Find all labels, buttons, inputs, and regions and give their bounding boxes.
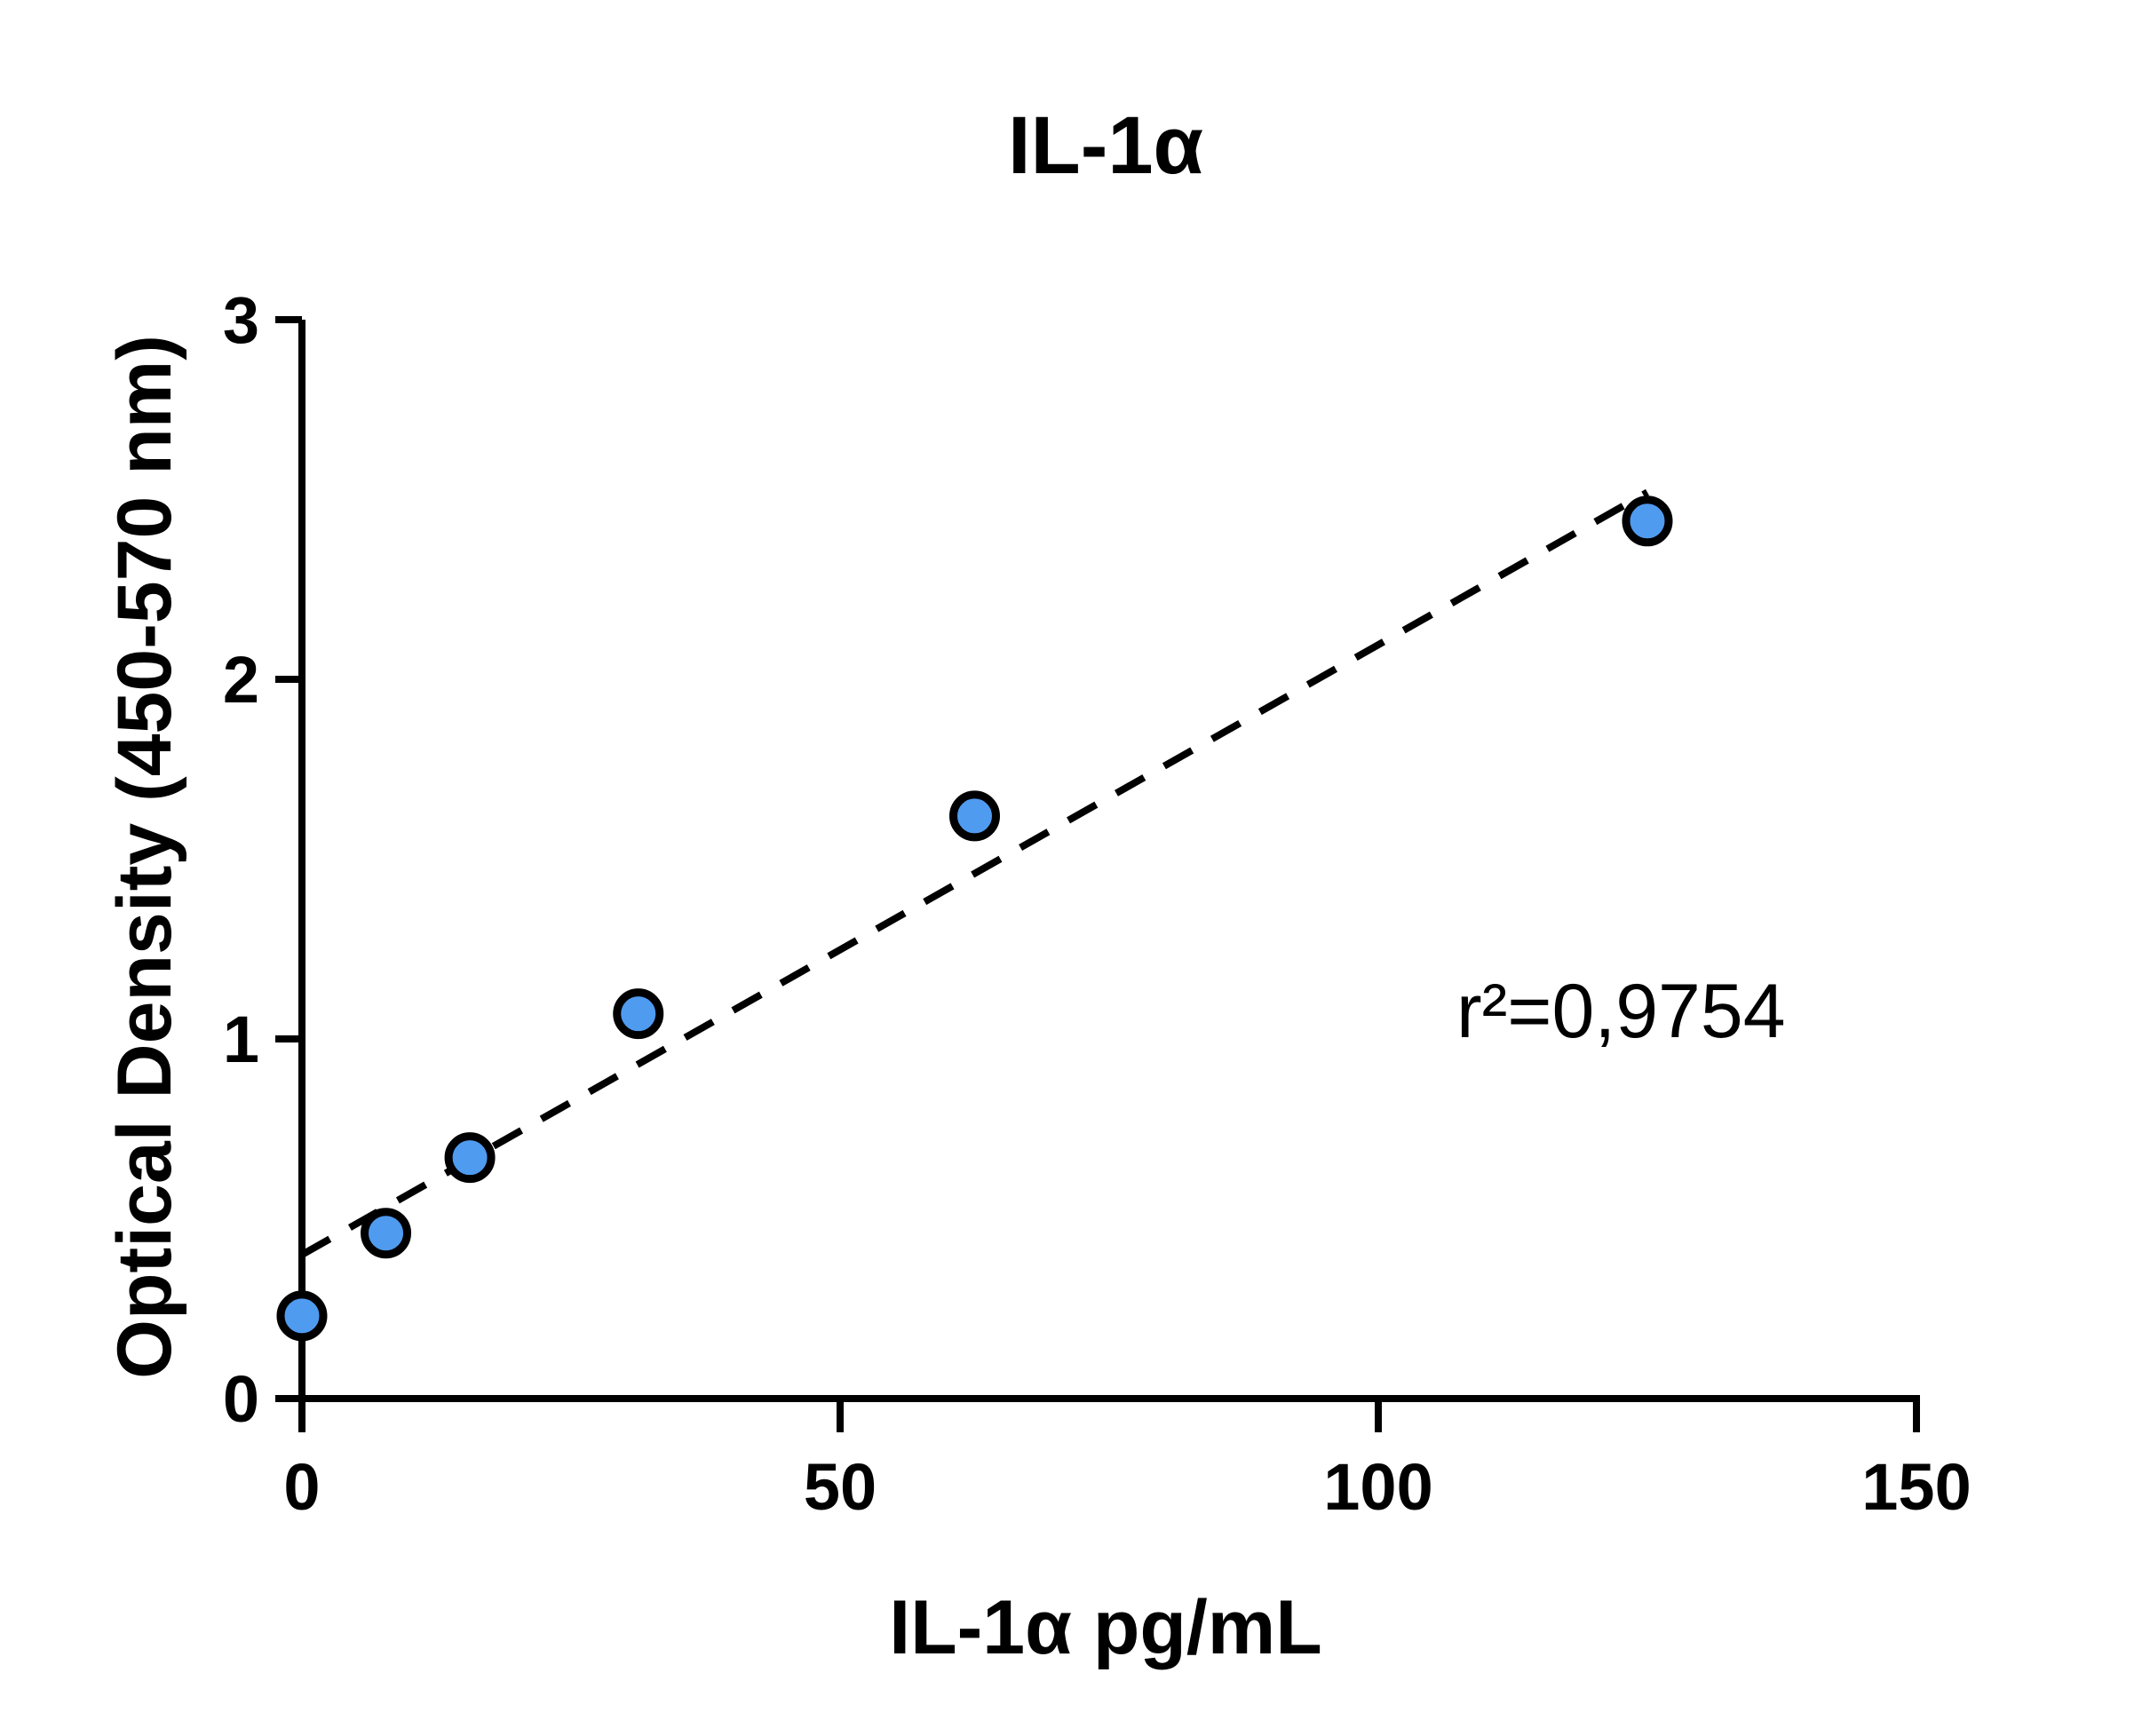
data-point xyxy=(949,790,1000,842)
fit-line xyxy=(300,488,1649,1258)
data-point xyxy=(613,988,664,1040)
y-tick-label: 3 xyxy=(223,283,259,357)
y-axis-title: Optical Density (450-570 nm) xyxy=(102,335,187,1379)
r-squared-annotation: r²=0,9754 xyxy=(1456,969,1786,1054)
x-tick-label: 50 xyxy=(804,1450,877,1524)
data-point xyxy=(361,1208,412,1259)
fit-line-layer xyxy=(300,488,1649,1258)
y-tick-label: 2 xyxy=(223,643,259,717)
data-point xyxy=(276,1290,328,1342)
y-tick-label: 0 xyxy=(223,1362,259,1436)
x-tick-label: 150 xyxy=(1861,1450,1971,1524)
x-axis-title: IL-1α pg/mL xyxy=(889,1585,1322,1670)
tick-labels: 0 1 2 3 0 50 100 150 xyxy=(223,283,1971,1524)
x-tick-label: 0 xyxy=(283,1450,320,1524)
data-points xyxy=(276,495,1673,1342)
x-tick-label: 100 xyxy=(1323,1450,1432,1524)
data-point xyxy=(444,1132,496,1184)
axes xyxy=(275,316,1920,1432)
data-point xyxy=(1622,495,1673,547)
chart-title: IL-1α xyxy=(1008,100,1203,191)
y-tick-label: 1 xyxy=(223,1003,259,1076)
